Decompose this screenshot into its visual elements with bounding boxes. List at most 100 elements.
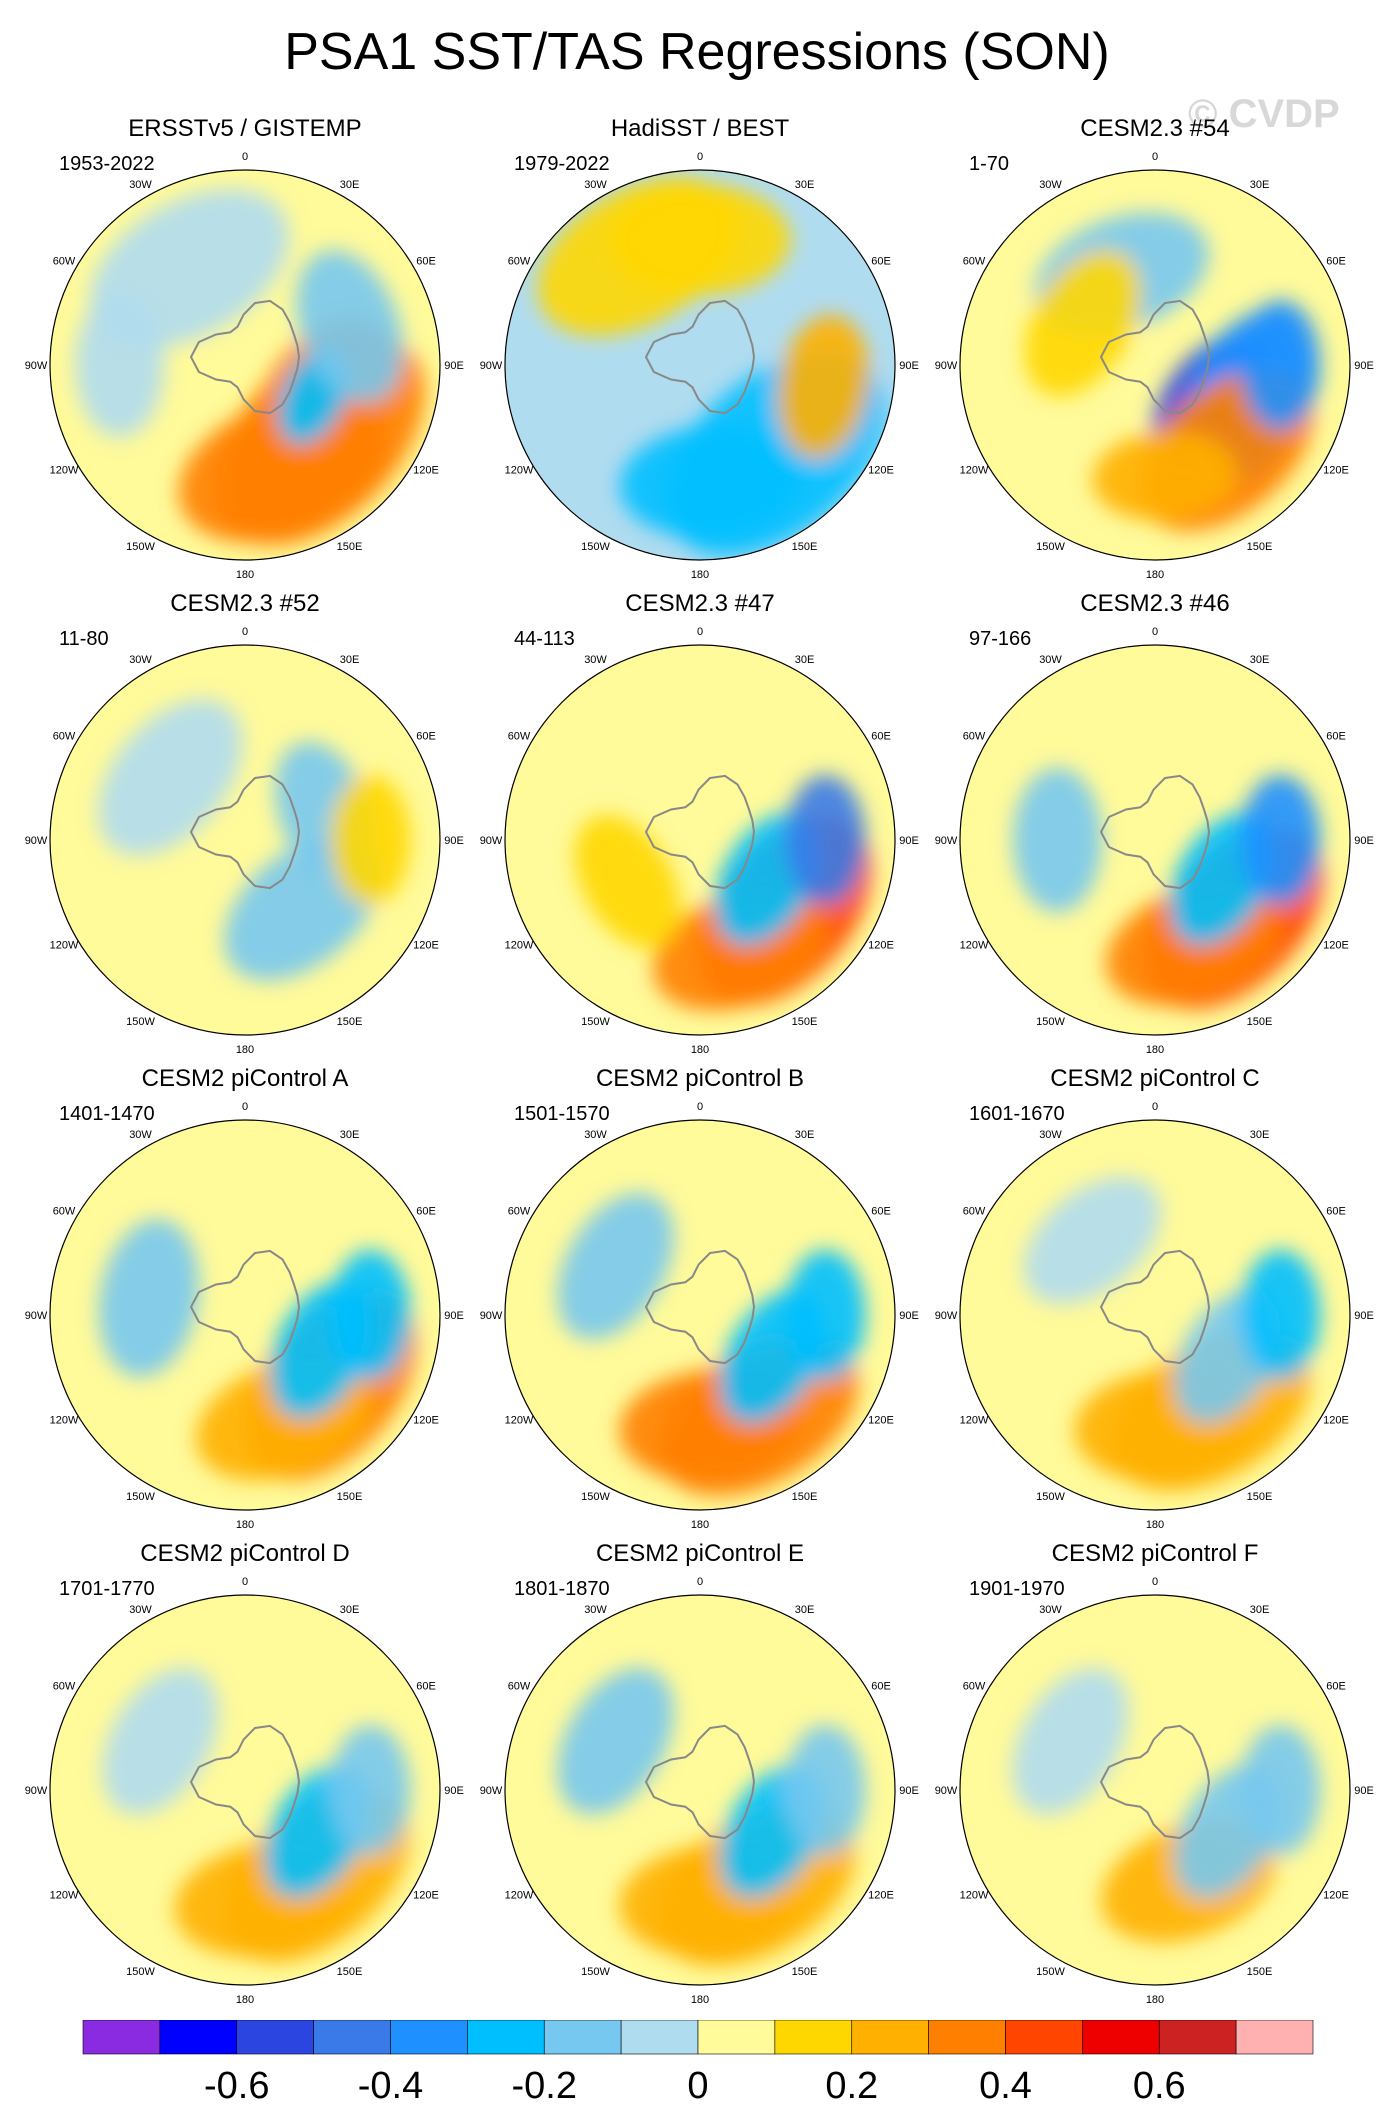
lon-label: 180	[691, 569, 709, 581]
map-panel: ERSSTv5 / GISTEMP 0 30E 60E 90E 120E 150E 180 15…	[15, 115, 475, 585]
map-panel: CESM2 piControl F 0 30E 60E 90E 120E 150E 180 15…	[925, 1540, 1385, 2010]
panel-title: CESM2 piControl D	[140, 1540, 350, 1567]
lon-label: 120W	[960, 1415, 989, 1427]
lon-label: 30W	[584, 654, 607, 666]
lon-label: 120W	[960, 940, 989, 952]
colorbar-swatch	[236, 2020, 314, 2055]
lon-label: 30W	[1039, 654, 1062, 666]
panel-title: CESM2 piControl E	[595, 1540, 805, 1567]
lon-label: 60E	[1326, 256, 1346, 268]
lon-label: 150W	[126, 1491, 155, 1503]
antarctica-coastline	[1099, 774, 1211, 890]
map-panel: CESM2 piControl E 0 30E 60E 90E 120E 150E 180 15…	[470, 1540, 930, 2010]
lon-label: 120E	[413, 465, 439, 477]
lon-label: 30W	[129, 179, 152, 191]
lon-label: 150E	[792, 1966, 818, 1978]
lon-label: 0	[242, 1101, 248, 1113]
lon-label: 30E	[795, 1129, 815, 1141]
lon-label: 150E	[1247, 1016, 1273, 1028]
lon-label: 60W	[508, 731, 531, 743]
lon-label: 150E	[337, 541, 363, 553]
map-border	[959, 1594, 1351, 1986]
lon-label: 30E	[1250, 179, 1270, 191]
lon-label: 120W	[505, 465, 534, 477]
lon-label: 150W	[581, 1016, 610, 1028]
panel-years: 1953-2022	[59, 153, 155, 175]
map-border	[49, 644, 441, 1036]
panel-years: 1501-1570	[514, 1103, 610, 1125]
field-anomaly	[330, 1249, 411, 1381]
map-border	[504, 644, 896, 1036]
antarctica-coastline	[1099, 1724, 1211, 1840]
map-border	[504, 1119, 896, 1511]
antarctica-coastline	[644, 299, 756, 415]
lon-label: 180	[1146, 569, 1164, 581]
lon-label: 30E	[1250, 1129, 1270, 1141]
lon-label: 90W	[25, 1785, 48, 1797]
lon-label: 90E	[1354, 360, 1374, 372]
polar-map: 0 30E 60E 90E 120E 150E 180 150W 120W 90W 60W 30W	[935, 626, 1374, 1056]
panel-years: 11-80	[59, 628, 109, 650]
panel-title: CESM2.3 #52	[170, 590, 320, 617]
panel-title: HadiSST / BEST	[610, 115, 790, 142]
lon-label: 90E	[1354, 1310, 1374, 1322]
lon-label: 180	[236, 569, 254, 581]
lon-label: 30E	[340, 179, 360, 191]
lon-label: 150W	[1036, 1016, 1065, 1028]
antarctica-coastline	[644, 1249, 756, 1365]
lon-label: 150E	[337, 1016, 363, 1028]
lon-label: 30W	[1039, 179, 1062, 191]
lon-label: 180	[691, 1994, 709, 2006]
lon-label: 120W	[50, 940, 79, 952]
lon-label: 120E	[1323, 465, 1349, 477]
lon-label: 150E	[337, 1491, 363, 1503]
lon-label: 60E	[1326, 1206, 1346, 1218]
lon-label: 90E	[444, 835, 464, 847]
lon-label: 150E	[1247, 1966, 1273, 1978]
field-anomaly	[1240, 1724, 1321, 1856]
field-anomaly	[1240, 1249, 1321, 1381]
lon-label: 30W	[129, 1129, 152, 1141]
lon-label: 180	[1146, 1044, 1164, 1056]
lon-label: 60E	[1326, 1681, 1346, 1693]
map-border	[49, 1119, 441, 1511]
lon-label: 60W	[508, 256, 531, 268]
polar-map: 0 30E 60E 90E 120E 150E 180 150W 120W 90W 60W 30W	[480, 151, 919, 581]
field-anomaly	[1240, 774, 1321, 906]
polar-map: 0 30E 60E 90E 120E 150E 180 150W 120W 90W 60W 30W	[25, 1101, 464, 1531]
antarctica-coastline	[189, 1724, 301, 1840]
lon-label: 0	[242, 626, 248, 638]
polar-map: 0 30E 60E 90E 120E 150E 180 150W 120W 90W 60W 30W	[480, 1101, 919, 1531]
lon-label: 60W	[963, 256, 986, 268]
lon-label: 90W	[480, 1785, 503, 1797]
lon-label: 150E	[792, 1016, 818, 1028]
lon-label: 30W	[584, 1129, 607, 1141]
field-anomaly	[98, 1219, 200, 1377]
lon-label: 0	[697, 626, 703, 638]
lon-label: 150E	[1247, 541, 1273, 553]
lon-label: 30E	[795, 179, 815, 191]
colorbar-swatch	[774, 2020, 853, 2055]
colorbar-swatch	[1158, 2020, 1237, 2055]
antarctica-coastline	[1099, 1249, 1211, 1365]
panel-years: 44-113	[514, 628, 575, 650]
lon-label: 90W	[480, 835, 503, 847]
lon-label: 30E	[340, 1129, 360, 1141]
field-anomaly	[1024, 249, 1141, 397]
lon-label: 90W	[480, 360, 503, 372]
map-border	[504, 1594, 896, 1986]
watermark-label: © CVDP	[1188, 92, 1340, 136]
colorbar-swatch	[928, 2020, 1006, 2055]
polar-map: 0 30E 60E 90E 120E 150E 180 150W 120W 90W 60W 30W	[935, 151, 1374, 581]
lon-label: 120E	[868, 465, 894, 477]
lon-label: 30W	[584, 1604, 607, 1616]
lon-label: 120W	[960, 465, 989, 477]
polar-map: 0 30E 60E 90E 120E 150E 180 150W 120W 90W 60W 30W	[480, 1576, 919, 2006]
lon-label: 90E	[1354, 1785, 1374, 1797]
colorbar-tick-label: 0	[687, 2065, 708, 2107]
lon-label: 60E	[871, 256, 891, 268]
lon-label: 30E	[795, 1604, 815, 1616]
lon-label: 120E	[1323, 1890, 1349, 1902]
map-border	[504, 169, 896, 561]
colorbar-swatch	[313, 2020, 391, 2055]
